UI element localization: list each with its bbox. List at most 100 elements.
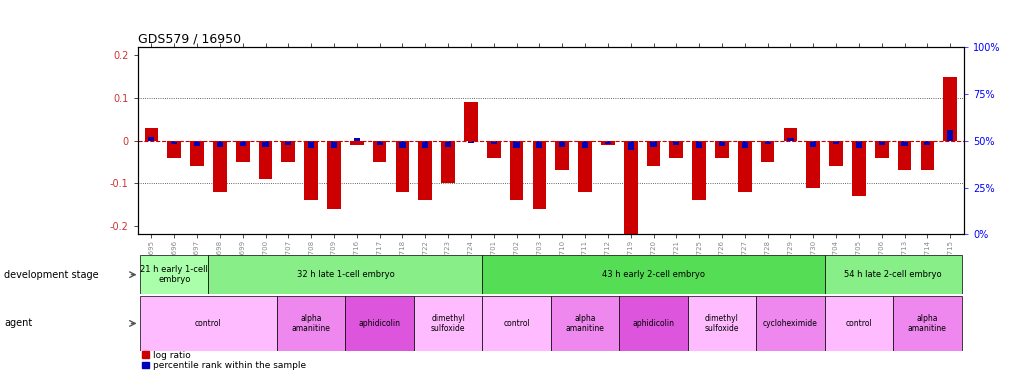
Bar xyxy=(893,296,961,351)
Bar xyxy=(395,141,409,192)
Bar xyxy=(376,141,382,145)
Bar xyxy=(692,141,705,200)
Bar xyxy=(947,130,953,141)
Bar xyxy=(874,141,888,158)
Bar xyxy=(239,141,246,146)
Text: cycloheximide: cycloheximide xyxy=(762,319,817,328)
Bar xyxy=(464,102,477,141)
Text: dimethyl
sulfoxide: dimethyl sulfoxide xyxy=(430,314,465,333)
Text: aphidicolin: aphidicolin xyxy=(632,319,674,328)
Bar xyxy=(354,138,360,141)
Bar xyxy=(877,141,883,145)
Bar xyxy=(923,141,929,145)
Text: control: control xyxy=(195,319,221,328)
Bar xyxy=(824,296,893,351)
Bar xyxy=(532,141,546,209)
Text: alpha
amanitine: alpha amanitine xyxy=(907,314,946,333)
Bar xyxy=(482,255,824,294)
Text: agent: agent xyxy=(4,318,33,328)
Text: 32 h late 1-cell embryo: 32 h late 1-cell embryo xyxy=(297,270,394,279)
Bar xyxy=(281,141,294,162)
Text: 54 h late 2-cell embryo: 54 h late 2-cell embryo xyxy=(844,270,941,279)
Bar xyxy=(741,141,747,148)
Bar xyxy=(259,141,272,179)
Bar xyxy=(646,141,659,166)
Bar xyxy=(441,141,454,183)
Bar xyxy=(285,141,291,145)
Bar xyxy=(308,141,314,148)
Bar xyxy=(668,141,683,158)
Bar xyxy=(330,141,336,148)
Bar xyxy=(536,141,542,148)
Bar xyxy=(190,141,204,166)
Text: 21 h early 1-cell
embryo: 21 h early 1-cell embryo xyxy=(141,265,208,284)
Text: alpha
amanitine: alpha amanitine xyxy=(566,314,604,333)
Bar xyxy=(755,296,824,351)
Bar xyxy=(510,141,523,200)
Bar xyxy=(145,128,158,141)
Text: GDS579 / 16950: GDS579 / 16950 xyxy=(138,33,240,46)
Bar xyxy=(824,255,961,294)
Bar xyxy=(787,138,793,141)
Bar xyxy=(482,296,550,351)
Text: control: control xyxy=(845,319,871,328)
Bar xyxy=(554,141,569,171)
Bar xyxy=(194,141,200,146)
Bar xyxy=(919,141,933,171)
Bar xyxy=(213,141,226,192)
Bar xyxy=(414,296,482,351)
Bar xyxy=(217,141,223,147)
Bar xyxy=(582,141,588,148)
Bar xyxy=(604,141,610,144)
Bar xyxy=(578,141,591,192)
Bar xyxy=(851,141,865,196)
Bar xyxy=(276,296,345,351)
Bar xyxy=(418,141,432,200)
Bar xyxy=(399,141,406,148)
Bar xyxy=(140,255,208,294)
Bar xyxy=(345,296,414,351)
Bar xyxy=(490,141,496,144)
Text: 43 h early 2-cell embryo: 43 h early 2-cell embryo xyxy=(601,270,704,279)
Bar xyxy=(714,141,729,158)
Bar xyxy=(624,141,637,234)
Bar xyxy=(600,141,614,145)
Bar xyxy=(486,141,500,158)
Bar xyxy=(833,141,839,144)
Bar xyxy=(897,141,911,171)
Bar xyxy=(350,141,364,145)
Bar xyxy=(235,141,250,162)
Bar xyxy=(372,141,386,162)
Bar xyxy=(806,141,819,188)
Bar xyxy=(673,141,679,145)
Bar xyxy=(695,141,701,148)
Text: development stage: development stage xyxy=(4,270,99,280)
Bar xyxy=(304,141,318,200)
Bar xyxy=(171,141,177,144)
Bar xyxy=(550,296,619,351)
Bar xyxy=(148,137,154,141)
Bar xyxy=(687,296,755,351)
Bar xyxy=(627,141,633,150)
Bar xyxy=(468,141,474,143)
Bar xyxy=(943,77,956,141)
Text: alpha
amanitine: alpha amanitine xyxy=(291,314,330,333)
Bar xyxy=(208,255,482,294)
Bar xyxy=(619,296,687,351)
Bar xyxy=(167,141,181,158)
Bar xyxy=(262,141,268,147)
Bar xyxy=(140,296,276,351)
Text: dimethyl
sulfoxide: dimethyl sulfoxide xyxy=(704,314,739,333)
Text: control: control xyxy=(502,319,530,328)
Bar xyxy=(327,141,340,209)
Bar xyxy=(764,141,770,144)
Bar xyxy=(901,141,907,146)
Bar xyxy=(650,141,656,147)
Bar xyxy=(760,141,773,162)
Bar xyxy=(737,141,751,192)
Bar xyxy=(855,141,861,148)
Text: aphidicolin: aphidicolin xyxy=(359,319,400,328)
Bar xyxy=(513,141,519,148)
Bar xyxy=(558,141,565,147)
Bar xyxy=(783,128,797,141)
